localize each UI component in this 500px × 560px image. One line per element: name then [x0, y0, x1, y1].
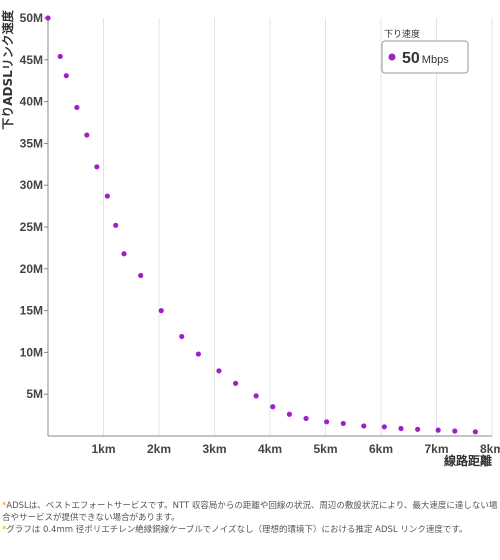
y-tick-label: 50M — [20, 11, 43, 25]
data-point — [179, 333, 185, 340]
data-point — [435, 427, 441, 433]
data-point — [57, 53, 63, 60]
data-point — [104, 193, 110, 199]
data-point — [381, 424, 387, 430]
legend: 下り速度 50 Mbps — [381, 28, 469, 74]
data-point — [45, 15, 51, 21]
data-point — [270, 404, 276, 410]
data-point — [84, 132, 90, 138]
grid-lines — [103, 18, 493, 436]
footnote-star: * — [2, 525, 7, 535]
x-tick-labels: 1km 2km 3km 4km 5km 6km 7km 8km — [91, 442, 500, 456]
data-point — [415, 426, 421, 432]
y-tick-labels: 5M 10M 15M 20M 25M 30M 35M 40M 45M 50M — [20, 11, 48, 401]
data-point — [232, 380, 239, 386]
footnote-1: *ADSLは、ベストエフォートサービスです。NTT 収容局からの距離や回線の状況… — [2, 500, 498, 524]
data-point — [361, 423, 367, 429]
x-tick-label: 2km — [147, 442, 171, 456]
data-point — [340, 420, 346, 427]
y-tick-label: 10M — [20, 345, 43, 359]
data-points — [45, 15, 478, 435]
y-tick-label: 5M — [26, 387, 43, 401]
y-tick-label: 35M — [20, 136, 43, 150]
data-point — [398, 425, 404, 432]
x-tick-label: 3km — [202, 442, 226, 456]
data-point — [94, 164, 100, 170]
data-point — [472, 429, 478, 435]
x-tick-label: 6km — [369, 442, 393, 456]
y-tick-label: 30M — [20, 178, 43, 192]
y-axis-label: 下りADSLリンク速度 — [0, 9, 15, 130]
footnote-text: ADSLは、ベストエフォートサービスです。NTT 収容局からの距離や回線の状況、… — [2, 501, 498, 523]
data-point — [113, 222, 119, 228]
y-tick-label: 15M — [20, 304, 43, 318]
y-tick-label: 40M — [20, 95, 43, 109]
data-point — [286, 411, 293, 417]
footnote-star: * — [2, 501, 7, 511]
x-tick-label: 7km — [424, 442, 448, 456]
data-point — [324, 419, 330, 425]
data-point — [74, 104, 80, 111]
legend-unit: Mbps — [422, 54, 449, 66]
legend-title: 下り速度 — [384, 28, 420, 40]
data-point — [138, 272, 144, 279]
data-point — [121, 251, 127, 257]
legend-speed: 50 Mbps — [402, 50, 449, 67]
footnote-text: グラフは 0.4mm 径ポリエチレン絶縁銅線ケーブルでノイズなし（理想的環境下）… — [6, 525, 468, 535]
data-point — [452, 428, 458, 434]
data-point — [195, 351, 202, 357]
legend-value: 50 — [402, 50, 420, 67]
x-tick-label: 1km — [91, 442, 115, 456]
data-point — [216, 368, 222, 374]
legend-marker — [388, 53, 396, 61]
data-point — [253, 393, 259, 399]
y-tick-label: 20M — [20, 262, 43, 276]
x-axis-label: 線路距離 — [444, 453, 492, 468]
y-tick-label: 45M — [20, 53, 43, 67]
line-distance-speed-chart: 5M 10M 15M 20M 25M 30M 35M 40M 45M 50M 1km 2km 3km 4… — [0, 9, 500, 468]
x-tick-label: 8km — [480, 442, 500, 456]
data-point — [63, 73, 69, 79]
y-tick-label: 25M — [20, 220, 43, 234]
data-point — [303, 415, 309, 422]
data-point — [158, 308, 164, 314]
x-tick-label: 5km — [313, 442, 337, 456]
footnotes: *ADSLは、ベストエフォートサービスです。NTT 収容局からの距離や回線の状況… — [2, 500, 498, 536]
footnote-2: *グラフは 0.4mm 径ポリエチレン絶縁銅線ケーブルでノイズなし（理想的環境下… — [2, 524, 498, 536]
legend-box — [381, 40, 469, 74]
x-tick-label: 4km — [258, 442, 282, 456]
